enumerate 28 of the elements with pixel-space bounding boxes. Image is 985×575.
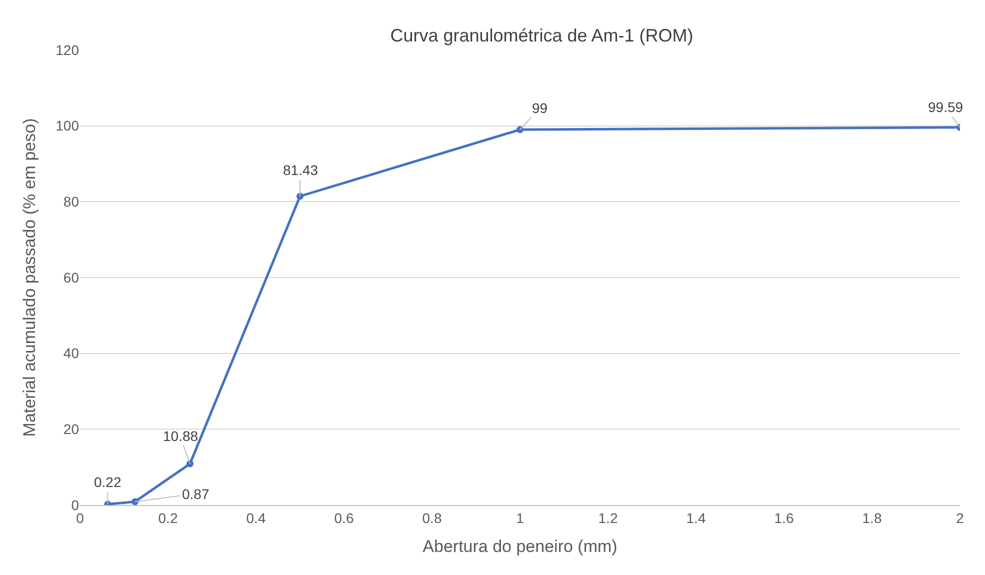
x-tick-label: 1.6 <box>774 510 794 526</box>
data-label: 10.88 <box>163 428 198 444</box>
y-tick-label: 120 <box>56 42 80 58</box>
x-tick-label: 0.4 <box>246 510 266 526</box>
y-tick-label: 60 <box>63 269 80 286</box>
data-label: 0.87 <box>182 486 210 502</box>
y-tick-label: 0 <box>71 496 80 513</box>
x-tick-label: 1 <box>516 510 524 526</box>
x-tick-label: 1.2 <box>598 510 618 526</box>
point <box>296 192 304 200</box>
data-label: 99.59 <box>928 99 964 115</box>
y-tick-label: 40 <box>63 345 80 362</box>
x-tick-label: 0.2 <box>158 510 178 526</box>
x-tick-label: 0.8 <box>422 510 442 526</box>
x-tick-label: 1.8 <box>862 510 882 526</box>
point <box>132 498 138 505</box>
data-label: 81.43 <box>283 162 318 178</box>
y-tick-label: 100 <box>56 118 80 134</box>
y-tick-label: 80 <box>63 194 80 210</box>
x-tick-label: 2 <box>956 510 964 526</box>
data-label: 99 <box>532 100 548 116</box>
y-tick-label: 20 <box>63 421 80 438</box>
x-tick-label: 0.6 <box>334 510 354 526</box>
y-axis-title: Material acumulado passado (% em peso) <box>20 118 40 437</box>
x-tick-label: 1.4 <box>686 510 706 526</box>
chart-title: Curva granulométrica de Am-1 (ROM) <box>390 25 694 46</box>
data-label: 0.22 <box>94 474 122 490</box>
x-axis-title: Abertura do peneiro (mm) <box>422 537 618 556</box>
